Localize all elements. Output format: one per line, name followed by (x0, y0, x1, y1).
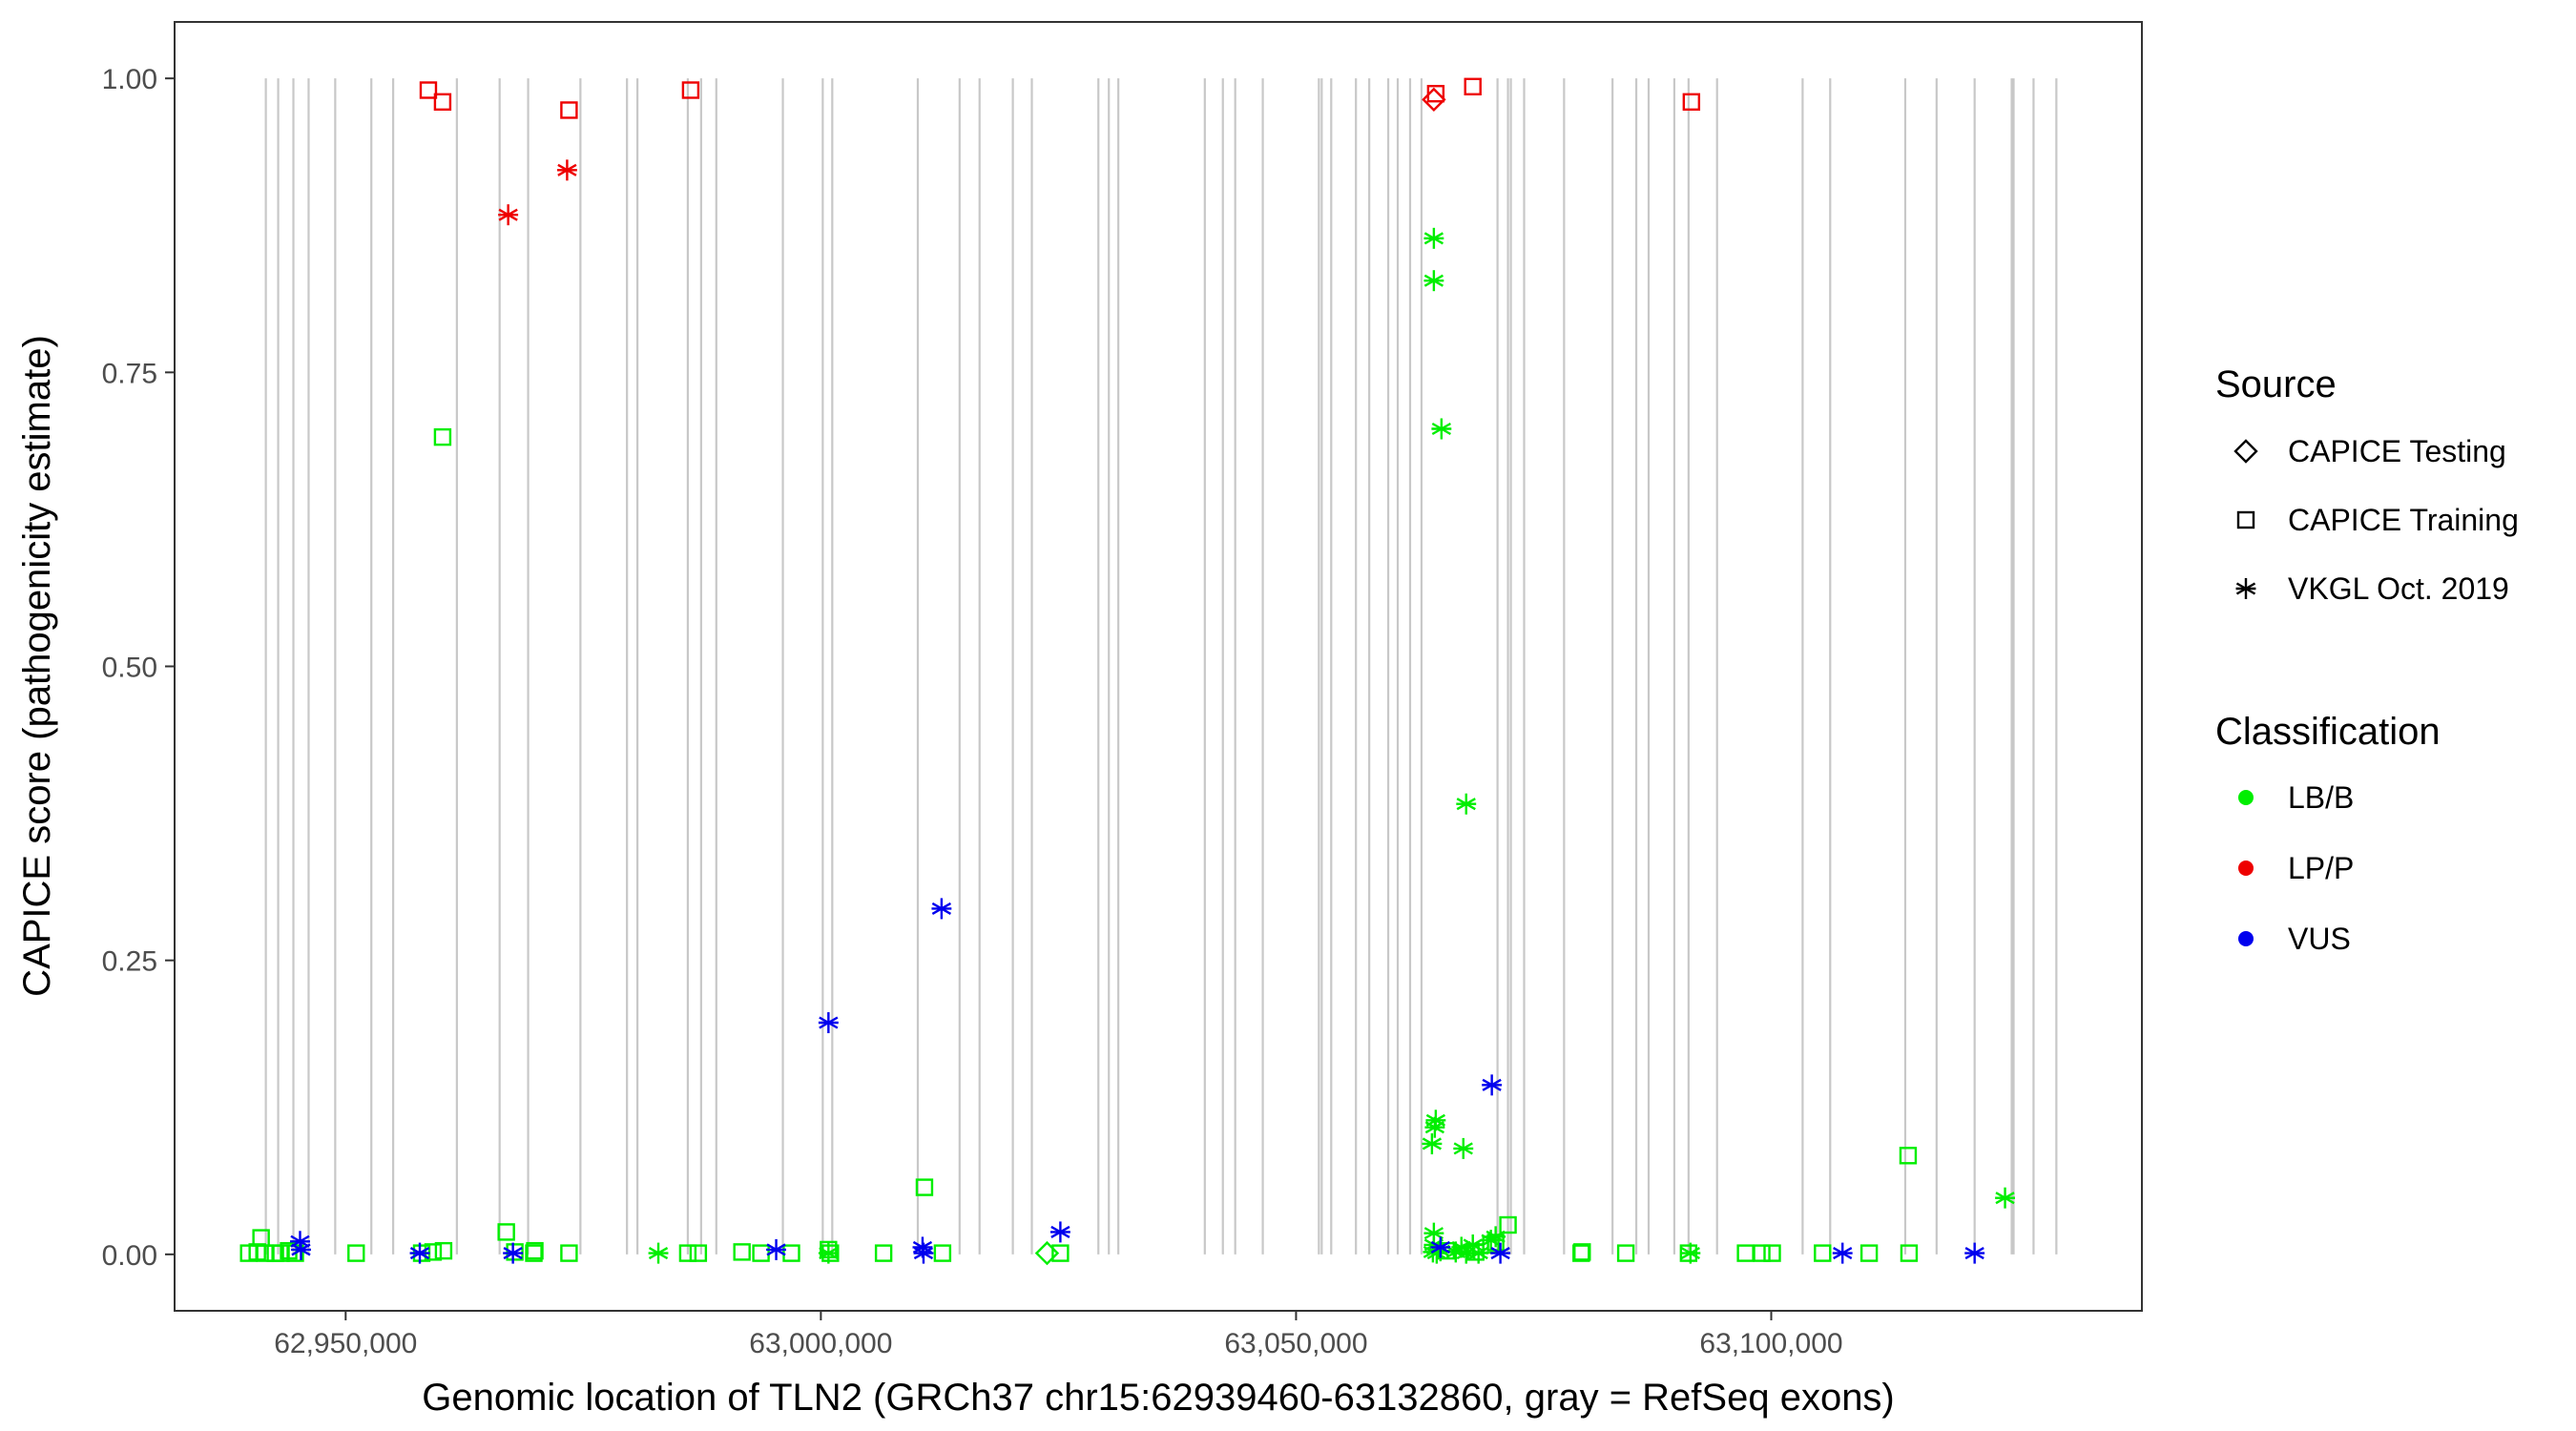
data-point (1423, 227, 1444, 249)
data-point (818, 1011, 839, 1033)
legend-label: VUS (2288, 922, 2351, 956)
data-point (733, 1243, 751, 1261)
data-point (419, 81, 438, 99)
legend-title-classification: Classification (2215, 711, 2441, 753)
data-point (1424, 1116, 1445, 1138)
data-point (498, 204, 519, 226)
data-point (1616, 1244, 1635, 1262)
data-point (1995, 1187, 2016, 1209)
data-point (526, 1241, 544, 1260)
y-tick-label: 0.50 (102, 653, 157, 684)
data-point (1430, 1236, 1451, 1258)
data-point (681, 81, 700, 99)
data-point (1682, 93, 1701, 112)
data-point (347, 1244, 365, 1262)
y-axis-title: CAPICE score (pathogenicity estimate) (16, 335, 58, 997)
data-point (752, 1244, 770, 1262)
x-tick-label: 63,100,000 (1699, 1328, 1842, 1359)
legend-label: CAPICE Training (2288, 503, 2519, 537)
plot-panel-border (174, 21, 2143, 1312)
data-point (1034, 1240, 1060, 1266)
data-point (1422, 87, 1446, 113)
x-tick-label: 63,050,000 (1224, 1328, 1367, 1359)
data-point (1900, 1244, 1919, 1262)
legend-label: CAPICE Testing (2288, 434, 2506, 468)
data-point (1468, 1242, 1489, 1264)
y-axis: 0.00 0.25 0.50 0.75 1.00 (102, 64, 175, 1272)
data-point (560, 101, 578, 119)
data-point (291, 1238, 311, 1260)
legend-key (2233, 439, 2258, 464)
data-point (434, 1241, 453, 1260)
data-point (560, 1244, 578, 1262)
data-point (1456, 793, 1477, 815)
data-point (503, 1242, 524, 1264)
data-point (1485, 1226, 1506, 1248)
data-point (678, 1244, 697, 1262)
data-point (874, 1244, 893, 1262)
data-point (1832, 1242, 1853, 1264)
data-point (1464, 77, 1482, 95)
data-point (556, 159, 577, 181)
data-point (433, 93, 452, 112)
data-point (1422, 1132, 1443, 1154)
data-point (1051, 1244, 1070, 1262)
legend-key (2235, 578, 2256, 599)
data-point (913, 1242, 934, 1264)
data-point (1482, 1074, 1503, 1096)
data-point (1573, 1243, 1591, 1261)
legend-key (2236, 510, 2255, 529)
data-point (1899, 1147, 1918, 1165)
legend-label: LP/P (2288, 851, 2354, 885)
legend-label: LB/B (2288, 780, 2354, 815)
data-point (818, 1242, 839, 1264)
data-point (1859, 1244, 1879, 1262)
data-point (424, 1243, 443, 1261)
data-points (239, 77, 2016, 1266)
data-point (506, 1243, 524, 1261)
legend-title-source: Source (2215, 363, 2337, 405)
legend-label: VKGL Oct. 2019 (2288, 571, 2509, 606)
data-point (766, 1238, 787, 1260)
exon-lines (264, 78, 2058, 1255)
legend-key (2238, 790, 2254, 805)
data-point (1453, 1137, 1474, 1159)
data-point (915, 1178, 934, 1196)
y-tick-label: 1.00 (102, 64, 157, 95)
data-point (689, 1244, 708, 1262)
x-tick-label: 62,950,000 (274, 1328, 417, 1359)
legend-key (2238, 931, 2254, 946)
y-tick-label: 0.75 (102, 358, 157, 389)
x-axis-title: Genomic location of TLN2 (GRCh37 chr15:6… (422, 1377, 1895, 1419)
data-point (1423, 270, 1444, 292)
data-point (1763, 1244, 1781, 1262)
x-tick-label: 63,000,000 (749, 1328, 892, 1359)
data-point (931, 898, 952, 920)
data-point (1049, 1221, 1070, 1243)
data-point (1753, 1244, 1771, 1262)
data-point (1499, 1215, 1517, 1234)
data-point (1680, 1242, 1701, 1264)
data-point (933, 1244, 952, 1262)
data-point (497, 1223, 515, 1241)
data-point (648, 1242, 669, 1264)
data-point (1490, 1242, 1511, 1264)
data-point (433, 427, 452, 446)
legend-key (2238, 861, 2254, 876)
y-tick-label: 0.00 (102, 1240, 157, 1272)
data-point (1814, 1244, 1832, 1262)
legend: Source CAPICE Testing CAPICE Training VKGL … (2215, 363, 2519, 956)
data-point (1964, 1242, 1985, 1264)
data-point (1736, 1244, 1755, 1262)
data-point (782, 1244, 800, 1262)
x-axis: 62,950,000 63,000,000 63,050,000 63,100,000 (274, 1311, 1843, 1359)
data-point (1431, 418, 1452, 440)
data-point (409, 1242, 430, 1264)
y-tick-label: 0.25 (102, 946, 157, 978)
